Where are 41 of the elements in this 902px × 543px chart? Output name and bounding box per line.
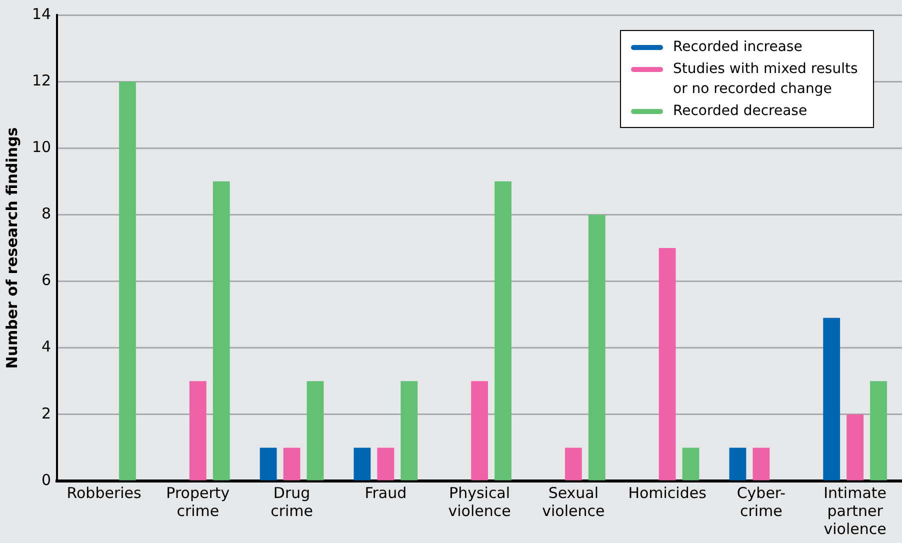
bar <box>658 248 676 480</box>
y-tick-label: 8 <box>42 204 52 223</box>
bar <box>400 381 418 480</box>
y-tick-label: 4 <box>42 338 52 356</box>
x-tick-label: Homicides <box>628 484 707 502</box>
bar <box>471 381 488 480</box>
bar <box>823 318 840 480</box>
bar <box>260 448 277 480</box>
bar <box>588 214 606 480</box>
bar <box>564 448 582 480</box>
bar <box>377 448 394 480</box>
bar <box>283 448 300 480</box>
x-tick-label: Robberies <box>66 484 142 502</box>
legend-label: Studies with mixed results or no recorded change <box>673 60 859 99</box>
bar <box>119 82 136 480</box>
y-tick-label: 2 <box>42 404 52 422</box>
legend-label: Recorded increase <box>673 38 802 57</box>
y-tick-label: 0 <box>42 470 52 489</box>
x-tick-label: Cyber-crime <box>736 484 786 520</box>
x-tick-label: Property crime <box>166 484 230 520</box>
bar <box>729 448 746 480</box>
bar <box>306 381 324 480</box>
y-tick-label: 12 <box>32 71 52 90</box>
y-tick-label: 10 <box>32 138 52 156</box>
bar <box>752 448 770 480</box>
bar <box>212 181 230 480</box>
bar <box>682 448 700 480</box>
bar <box>189 381 206 480</box>
x-tick-label: Fraud <box>364 484 407 502</box>
x-tick-label: Drug crime <box>270 484 313 520</box>
bar <box>494 181 512 480</box>
bar <box>354 448 371 480</box>
x-tick-label: Intimate partner violence <box>824 484 887 538</box>
bar <box>846 414 864 480</box>
y-tick-label: 14 <box>32 4 52 23</box>
x-tick-label: Physical violence <box>448 484 511 520</box>
bar <box>870 381 887 480</box>
legend-label: Recorded decrease <box>673 102 808 121</box>
x-tick-label: Sexual violence <box>542 484 605 520</box>
y-tick-label: 6 <box>42 271 52 290</box>
y-axis-title: Number of research findings <box>2 127 21 369</box>
